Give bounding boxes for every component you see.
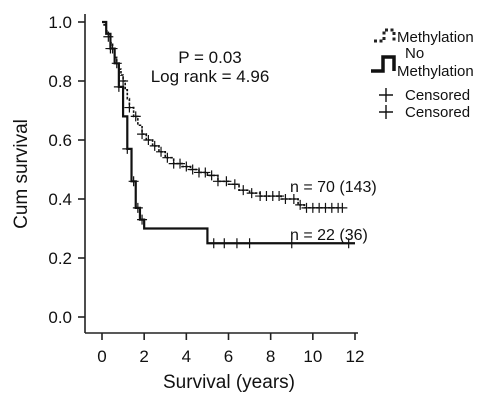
legend-label-methylation-2: Methylation [397, 63, 474, 80]
censored-marker [229, 179, 240, 190]
censored-marker [274, 191, 285, 202]
legend-label-censored-2: Censored [405, 104, 470, 121]
censored-marker [181, 161, 192, 172]
censored-marker [280, 194, 291, 204]
legend-label-censored-1: Censored [405, 87, 470, 104]
censored-marker [137, 214, 148, 225]
censored-marker [212, 176, 223, 187]
x-tick-label: 6 [224, 347, 233, 366]
y-tick-label: 0.0 [48, 308, 72, 327]
legend-label-no: No [405, 45, 424, 62]
legend-dotted-line-icon [374, 28, 396, 43]
legend-item-methylation: Methylation [374, 28, 474, 46]
censored-marker [200, 167, 211, 178]
censored-marker [246, 188, 257, 199]
legend-censored-marker-icon-2 [379, 105, 393, 119]
censored-marker [295, 199, 306, 210]
n-label-methylation: n = 70 (143) [290, 179, 377, 196]
x-tick-label: 12 [346, 347, 365, 366]
censored-marker [105, 43, 116, 54]
censored-marker [244, 238, 255, 249]
y-tick-label: 0.8 [48, 72, 72, 91]
censored-marker [124, 102, 135, 113]
n-label-no-methylation: n = 22 (36) [290, 227, 368, 244]
censored-marker [206, 170, 217, 181]
censored-marker [156, 146, 167, 157]
legend-label-methylation: Methylation [397, 29, 474, 46]
censored-marker [137, 129, 148, 140]
x-ticks: 0 2 4 6 8 10 12 [97, 333, 364, 366]
y-axis-label: Cum survival [11, 119, 32, 229]
censored-marker [231, 238, 242, 249]
censored-marker [162, 152, 173, 163]
censored-marker [187, 164, 198, 175]
censored-marker [337, 202, 348, 213]
legend-censored-marker-icon [379, 88, 393, 102]
x-tick-label: 8 [266, 347, 275, 366]
x-tick-label: 4 [182, 347, 191, 366]
censored-marker [238, 185, 249, 196]
x-tick-label: 2 [139, 347, 148, 366]
censored-marker [128, 176, 139, 187]
censored-marker [149, 140, 160, 151]
censored-marker [175, 158, 186, 169]
censored-marker [288, 194, 299, 204]
censored-marker [219, 238, 230, 249]
x-tick-label: 10 [303, 347, 322, 366]
y-tick-label: 1.0 [48, 13, 72, 32]
censored-marker [130, 111, 141, 122]
censored-marker [132, 202, 143, 213]
x-axis-label: Survival (years) [163, 372, 295, 393]
y-tick-label: 0.6 [48, 131, 72, 150]
y-tick-label: 0.2 [48, 249, 72, 268]
p-value-annotation: P = 0.03 [178, 48, 242, 67]
log-rank-annotation: Log rank = 4.96 [151, 67, 270, 86]
censored-marker [343, 238, 354, 249]
y-tick-label: 0.4 [48, 190, 72, 209]
censored-marker [208, 238, 219, 249]
y-ticks: 0.0 0.2 0.4 0.6 0.8 1.0 [48, 13, 85, 327]
censored-marker [113, 81, 124, 92]
censored-marker [143, 135, 154, 145]
legend-item-censored-1: Censored [379, 87, 470, 104]
x-tick-label: 0 [97, 347, 106, 366]
censored-marker [286, 238, 297, 249]
series-layer [102, 20, 355, 249]
legend-item-no-methylation: No Methylation [371, 45, 474, 80]
legend-item-censored-2: Censored [379, 104, 470, 121]
legend: Methylation No Methylation Censored Cens… [371, 28, 474, 121]
censored-marker [221, 176, 232, 187]
censored-marker [122, 143, 133, 154]
legend-solid-line-icon [371, 55, 396, 73]
